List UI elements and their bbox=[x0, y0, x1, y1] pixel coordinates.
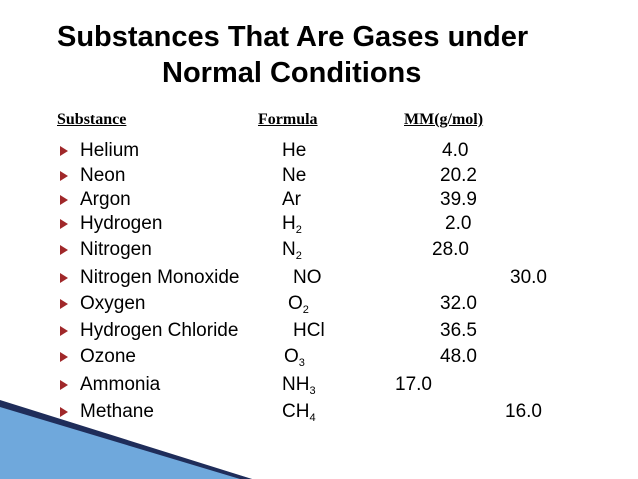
bullet bbox=[60, 352, 68, 362]
formula: CH4 bbox=[282, 401, 316, 429]
formula-base: NO bbox=[293, 267, 322, 288]
bullet bbox=[60, 380, 68, 390]
formula: N2 bbox=[282, 239, 302, 267]
formula-base: Ne bbox=[282, 165, 307, 186]
bullet bbox=[60, 326, 68, 336]
formula: H2 bbox=[282, 213, 302, 241]
bullet bbox=[60, 219, 68, 229]
substance-name: Argon bbox=[80, 189, 131, 210]
substance-name: Ozone bbox=[80, 346, 136, 367]
corner-stripe bbox=[0, 400, 252, 479]
formula-base: N bbox=[282, 239, 296, 260]
formula-subscript: 3 bbox=[309, 385, 316, 397]
molar-mass: 17.0 bbox=[395, 374, 432, 395]
formula: NH3 bbox=[282, 374, 316, 402]
molar-mass: 48.0 bbox=[440, 346, 477, 367]
substance-name: Methane bbox=[80, 401, 154, 422]
formula-base: H bbox=[282, 213, 296, 234]
substance-name: Helium bbox=[80, 140, 140, 161]
bullet bbox=[60, 273, 68, 283]
formula: HCl bbox=[293, 320, 325, 342]
formula: He bbox=[282, 140, 306, 162]
formula-base: NH bbox=[282, 374, 310, 395]
formula: O3 bbox=[284, 346, 305, 374]
substance-name: Nitrogen Monoxide bbox=[80, 267, 240, 288]
formula-subscript: 2 bbox=[295, 224, 302, 236]
molar-mass: 4.0 bbox=[442, 140, 469, 161]
column-header: Formula bbox=[258, 111, 318, 128]
molar-mass: 39.9 bbox=[440, 189, 477, 210]
bullet bbox=[60, 195, 68, 205]
formula-subscript: 3 bbox=[298, 357, 305, 369]
bullet bbox=[60, 146, 68, 156]
bullet bbox=[60, 171, 68, 181]
formula-base: O bbox=[288, 293, 303, 314]
molar-mass: 2.0 bbox=[445, 213, 472, 234]
substance-name: Hydrogen bbox=[80, 213, 163, 234]
formula-subscript: 4 bbox=[309, 412, 316, 424]
formula: Ar bbox=[282, 189, 301, 211]
formula: NO bbox=[293, 267, 322, 289]
formula-subscript: 2 bbox=[295, 250, 302, 262]
title-line: Normal Conditions bbox=[162, 57, 422, 89]
molar-mass: 28.0 bbox=[432, 239, 469, 260]
formula-subscript: 2 bbox=[302, 304, 309, 316]
formula: O2 bbox=[288, 293, 309, 321]
formula-base: He bbox=[282, 140, 307, 161]
substance-name: Neon bbox=[80, 165, 126, 186]
molar-mass: 30.0 bbox=[510, 267, 547, 288]
substance-name: Hydrogen Chloride bbox=[80, 320, 239, 341]
formula-base: O bbox=[284, 346, 299, 367]
formula-base: CH bbox=[282, 401, 310, 422]
substance-name: Oxygen bbox=[80, 293, 146, 314]
formula-base: HCl bbox=[293, 320, 325, 341]
molar-mass: 20.2 bbox=[440, 165, 477, 186]
column-header: MM(g/mol) bbox=[404, 111, 484, 128]
formula: Ne bbox=[282, 165, 306, 187]
bullet bbox=[60, 299, 68, 309]
molar-mass: 16.0 bbox=[505, 401, 542, 422]
formula-base: Ar bbox=[282, 189, 301, 210]
substance-name: Nitrogen bbox=[80, 239, 152, 260]
bullet bbox=[60, 245, 68, 255]
molar-mass: 36.5 bbox=[440, 320, 477, 341]
title-line: Substances That Are Gases under bbox=[57, 21, 529, 53]
molar-mass: 32.0 bbox=[440, 293, 477, 314]
substance-name: Ammonia bbox=[80, 374, 161, 395]
bullet bbox=[60, 407, 68, 417]
column-header: Substance bbox=[57, 111, 127, 128]
